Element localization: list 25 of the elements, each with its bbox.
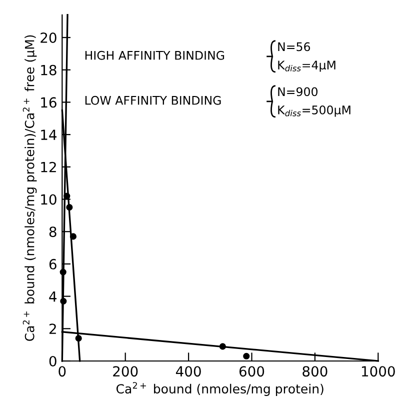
y-tick-label: 16	[41, 97, 56, 108]
x-tick-label: 200	[113, 366, 138, 377]
y-tick-label: 10	[41, 194, 56, 205]
annotation: N=900	[278, 87, 318, 96]
annotation: LOW AFFINITY BINDING	[85, 96, 221, 105]
y-tick-label: 20	[40, 32, 56, 43]
x-tick-label: 400	[176, 366, 201, 377]
annotation: HIGH AFFINITY BINDING	[85, 50, 224, 60]
annotation: N=56	[278, 42, 310, 52]
x-tick-label: 600	[239, 366, 264, 377]
y-tick-label: 12	[41, 162, 56, 172]
y-tick-label: 18	[41, 64, 56, 76]
y-tick-label: 0	[49, 356, 56, 366]
annotation: K$_{diss}$=4μM	[278, 60, 336, 72]
y-tick-label: 4	[49, 291, 57, 302]
annotation: K$_{diss}$=500μM	[278, 105, 350, 117]
x-tick-label: 1000	[362, 366, 395, 377]
y-axis-title: Ca$^{2+}$ bound (nmoles/mg protein)/Ca$^{2+}$ free (μM)	[22, 35, 37, 341]
y-tick-label: 14	[41, 130, 57, 140]
y-tick-label: 6	[49, 258, 56, 270]
y-tick-label: 8	[49, 226, 56, 238]
y-tick-label: 2	[49, 324, 56, 334]
x-tick-label: 800	[302, 366, 328, 377]
x-axis-title: Ca$^{2+}$ bound (nmoles/mg protein)	[116, 382, 324, 396]
x-tick-label: 0	[58, 366, 66, 377]
